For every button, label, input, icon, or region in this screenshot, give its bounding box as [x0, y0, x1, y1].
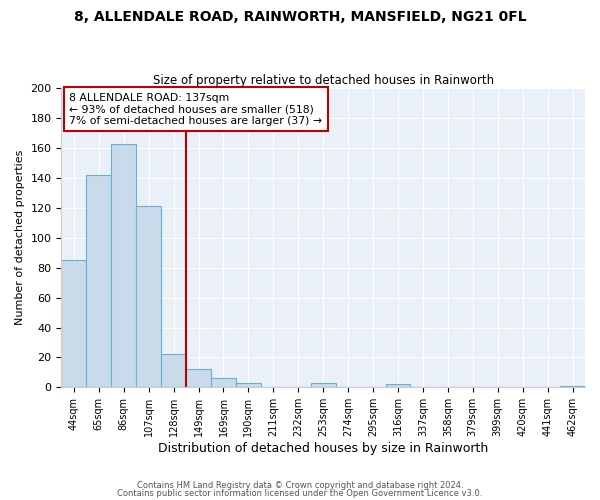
Bar [86, 175, 111, 388]
Bar [161, 354, 186, 388]
Text: 8 ALLENDALE ROAD: 137sqm
← 93% of detached houses are smaller (518)
7% of semi-d: 8 ALLENDALE ROAD: 137sqm ← 93% of detach… [69, 92, 322, 126]
X-axis label: Distribution of detached houses by size in Rainworth: Distribution of detached houses by size … [158, 442, 488, 455]
Bar [211, 378, 236, 388]
Text: Contains HM Land Registry data © Crown copyright and database right 2024.: Contains HM Land Registry data © Crown c… [137, 481, 463, 490]
Text: Contains public sector information licensed under the Open Government Licence v3: Contains public sector information licen… [118, 488, 482, 498]
Bar [311, 383, 335, 388]
Text: 8, ALLENDALE ROAD, RAINWORTH, MANSFIELD, NG21 0FL: 8, ALLENDALE ROAD, RAINWORTH, MANSFIELD,… [74, 10, 526, 24]
Y-axis label: Number of detached properties: Number of detached properties [15, 150, 25, 326]
Bar [186, 370, 211, 388]
Bar [386, 384, 410, 388]
Bar [61, 260, 86, 388]
Bar [111, 144, 136, 388]
Bar [136, 206, 161, 388]
Bar [236, 383, 261, 388]
Bar [560, 386, 585, 388]
Title: Size of property relative to detached houses in Rainworth: Size of property relative to detached ho… [152, 74, 494, 87]
